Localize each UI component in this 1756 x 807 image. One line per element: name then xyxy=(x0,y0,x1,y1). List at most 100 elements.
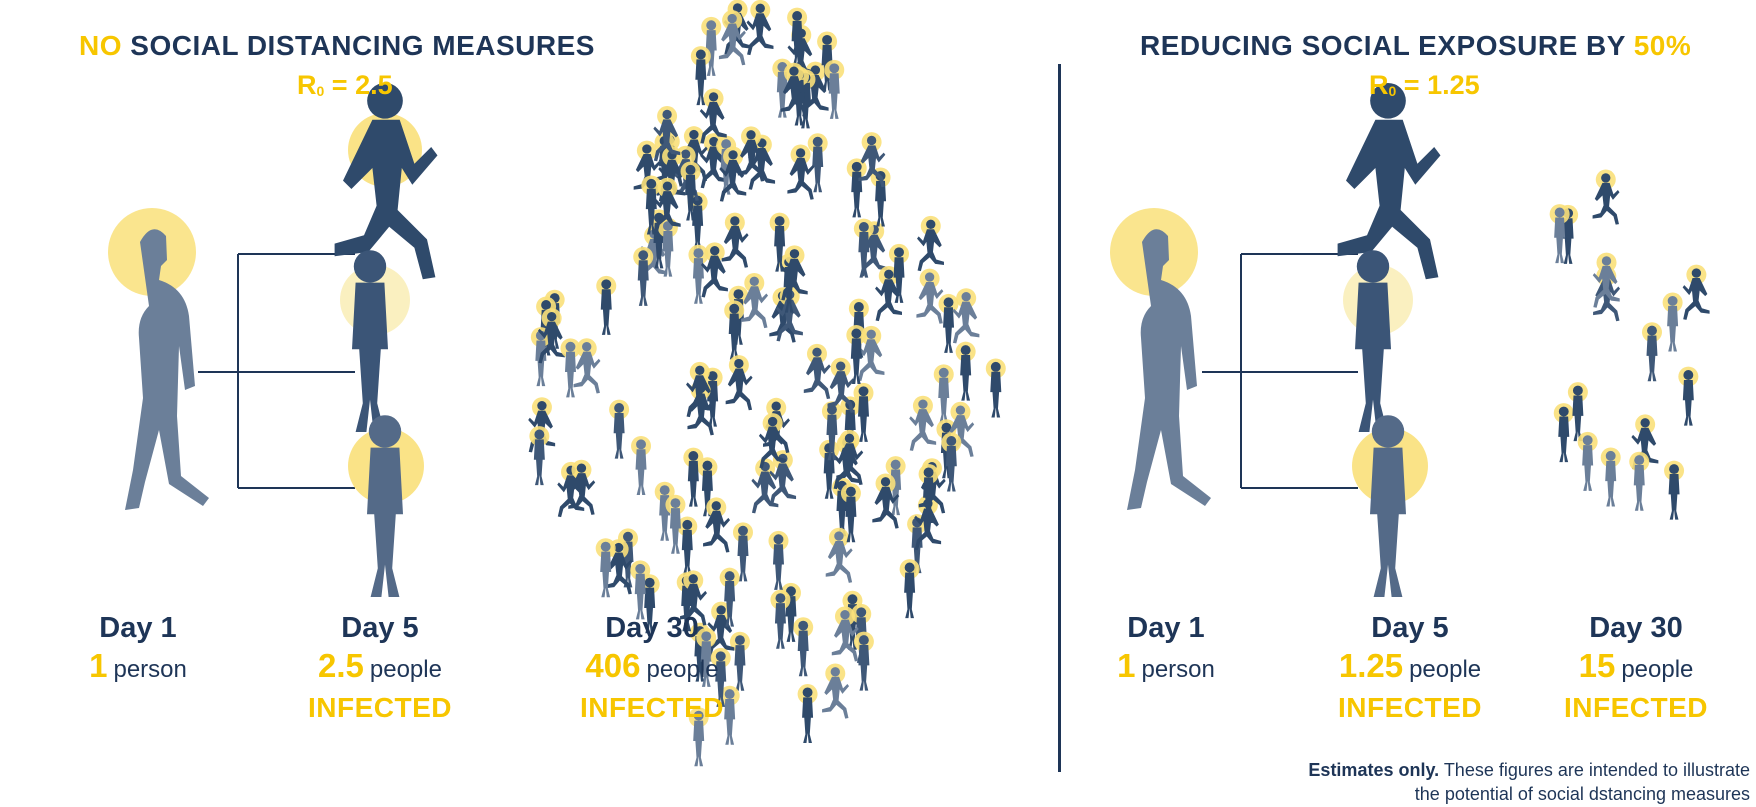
crowd-figure xyxy=(797,684,818,744)
crowd-figure xyxy=(1553,403,1574,463)
stage-count: 1 person xyxy=(18,646,258,690)
crowd-figure xyxy=(1629,451,1650,511)
crowd-figure xyxy=(770,589,791,649)
crowd-figure xyxy=(916,268,944,324)
crowd-figure xyxy=(641,175,662,235)
right-title-highlight: 50% xyxy=(1633,30,1692,61)
crowd-figure xyxy=(1592,252,1620,308)
crowd-figure xyxy=(827,357,855,413)
crowd-figure xyxy=(721,212,749,268)
left-r0-symbol: R xyxy=(297,70,317,100)
crowd-figure xyxy=(758,413,786,469)
crowd-figure xyxy=(848,298,869,358)
left-day5-walker xyxy=(340,250,410,432)
right-day1-person xyxy=(1110,208,1211,510)
stage-count-number: 1 xyxy=(1117,647,1136,684)
crowd-figure xyxy=(700,242,728,298)
tree-connector-right xyxy=(1202,253,1358,489)
crowd-figure xyxy=(875,265,902,322)
panel-divider xyxy=(1058,64,1061,772)
crowd-figure xyxy=(780,62,808,118)
crowd-figure xyxy=(769,212,790,272)
crowd-figure xyxy=(1592,169,1620,225)
crowd-figure xyxy=(703,497,731,553)
stage-count-number: 1 xyxy=(89,647,108,684)
crowd-figure xyxy=(688,707,709,767)
right-title-rest: REDUCING SOCIAL EXPOSURE BY xyxy=(1140,30,1634,61)
crowd-figure xyxy=(529,426,550,486)
crowd-figure xyxy=(1678,366,1699,426)
left-stage-day30: Day 30 406 people INFECTED xyxy=(532,610,772,726)
right-stage-day5: Day 5 1.25 people INFECTED xyxy=(1290,610,1530,726)
crowd-figure xyxy=(653,106,681,162)
crowd-figure xyxy=(853,218,874,278)
crowd-figure xyxy=(853,382,874,442)
right-r0-subscript: 0 xyxy=(1388,83,1397,99)
stage-count: 406 people xyxy=(532,646,772,690)
crowd-figure xyxy=(683,447,704,507)
crowd-figure xyxy=(933,364,954,424)
left-r0-number: = 2.5 xyxy=(324,70,393,100)
crowd-figure xyxy=(665,494,686,554)
crowd-figure xyxy=(725,355,753,411)
crowd-figure xyxy=(807,133,828,193)
crowd-figure xyxy=(787,144,815,200)
crowd-figure xyxy=(822,663,850,719)
stage-day-label: Day 1 xyxy=(99,612,177,644)
crowd-figure xyxy=(825,527,853,583)
crowd-figure xyxy=(885,456,906,516)
crowd-figure xyxy=(1664,460,1685,520)
right-day5-child xyxy=(1352,415,1428,597)
left-r0-subscript: 0 xyxy=(316,83,325,99)
crowd-figure xyxy=(858,132,886,188)
crowd-figure xyxy=(947,401,975,457)
crowd-figure xyxy=(917,215,944,272)
left-stage-day5: Day 5 2.5 people INFECTED xyxy=(260,610,500,726)
crowd-figure xyxy=(909,395,937,451)
right-day30-crowd xyxy=(1549,169,1710,520)
crowd-figure xyxy=(699,88,727,144)
crowd-figure xyxy=(696,627,717,687)
left-day5-runner xyxy=(334,82,438,280)
crowd-figure xyxy=(836,429,864,486)
note-text-1: These figures are intended to illustrate xyxy=(1439,760,1750,780)
crowd-figure xyxy=(719,685,740,745)
crowd-figure xyxy=(846,158,867,218)
stage-day-label: Day 30 xyxy=(605,612,699,644)
crowd-figure xyxy=(630,560,651,620)
stage-status: INFECTED xyxy=(308,692,452,723)
right-r0-number: = 1.25 xyxy=(1396,70,1480,100)
crowd-figure xyxy=(573,338,601,394)
stage-count: 2.5 people xyxy=(260,646,500,690)
crowd-figure xyxy=(537,308,565,364)
crowd-figure xyxy=(751,458,779,514)
stage-status: INFECTED xyxy=(1338,692,1482,723)
stage-count-unit: people xyxy=(1621,656,1694,683)
crowd-figure xyxy=(1600,447,1621,507)
crowd-figure xyxy=(680,570,707,626)
crowd-figure xyxy=(746,0,774,56)
crowd-figure xyxy=(568,459,596,515)
crowd-figure xyxy=(560,338,581,398)
note-line-1: Estimates only. These figures are intend… xyxy=(1308,758,1750,782)
left-stage-day1: Day 1 1 person xyxy=(18,610,258,690)
stage-status: INFECTED xyxy=(580,692,724,723)
crowd-figure xyxy=(1631,414,1659,470)
right-stage-day1: Day 1 1 person xyxy=(1046,610,1286,690)
crowd-figure xyxy=(899,559,920,619)
crowd-figure xyxy=(846,325,867,385)
stage-count-unit: people xyxy=(646,656,719,683)
tree-connector-left xyxy=(198,253,355,489)
crowd-figure xyxy=(609,399,630,459)
crowd-figure xyxy=(851,603,872,663)
right-stage-day30: Day 30 15 people INFECTED xyxy=(1516,610,1756,726)
crowd-figure xyxy=(831,606,859,662)
crowd-figure xyxy=(1549,204,1570,264)
crowd-figure xyxy=(1662,292,1683,352)
crowd-figure xyxy=(857,325,885,382)
stage-count-number: 406 xyxy=(585,647,641,684)
stage-count-unit: person xyxy=(113,656,187,683)
right-panel-title: REDUCING SOCIAL EXPOSURE BY 50% xyxy=(1140,30,1691,62)
stage-count-number: 2.5 xyxy=(318,647,364,684)
